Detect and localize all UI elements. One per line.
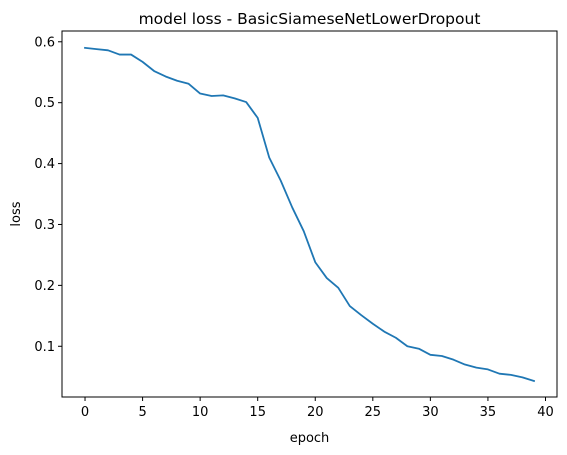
y-tick-label: 0.5 [34, 96, 55, 111]
x-tick-label: 30 [422, 405, 439, 420]
y-tick-label: 0.2 [34, 279, 55, 294]
series-layer [84, 46, 536, 383]
x-tick-label: 10 [192, 405, 209, 420]
x-tick-label: 40 [537, 405, 554, 420]
y-tick-label: 0.4 [34, 157, 55, 172]
x-tick-label: 5 [138, 405, 146, 420]
y-axis-label: loss [9, 201, 24, 226]
y-tick-label: 0.6 [34, 35, 55, 50]
x-axis-label: epoch [290, 431, 330, 446]
y-tick-label: 0.3 [34, 218, 55, 233]
y-axis-ticks: 0.1 0.2 0.3 0.4 0.5 0.6 [34, 35, 62, 355]
plot-frame [61, 30, 558, 398]
x-tick-label: 35 [480, 405, 497, 420]
x-tick-label: 25 [365, 405, 382, 420]
x-tick-label: 20 [307, 405, 324, 420]
loss-series-line [84, 46, 536, 383]
chart-title: model loss - BasicSiameseNetLowerDropout [139, 10, 481, 28]
x-tick-label: 15 [249, 405, 266, 420]
x-axis-ticks: 0 5 10 15 20 25 30 35 40 [81, 397, 554, 420]
y-tick-label: 0.1 [34, 340, 55, 355]
x-tick-label: 0 [81, 405, 89, 420]
